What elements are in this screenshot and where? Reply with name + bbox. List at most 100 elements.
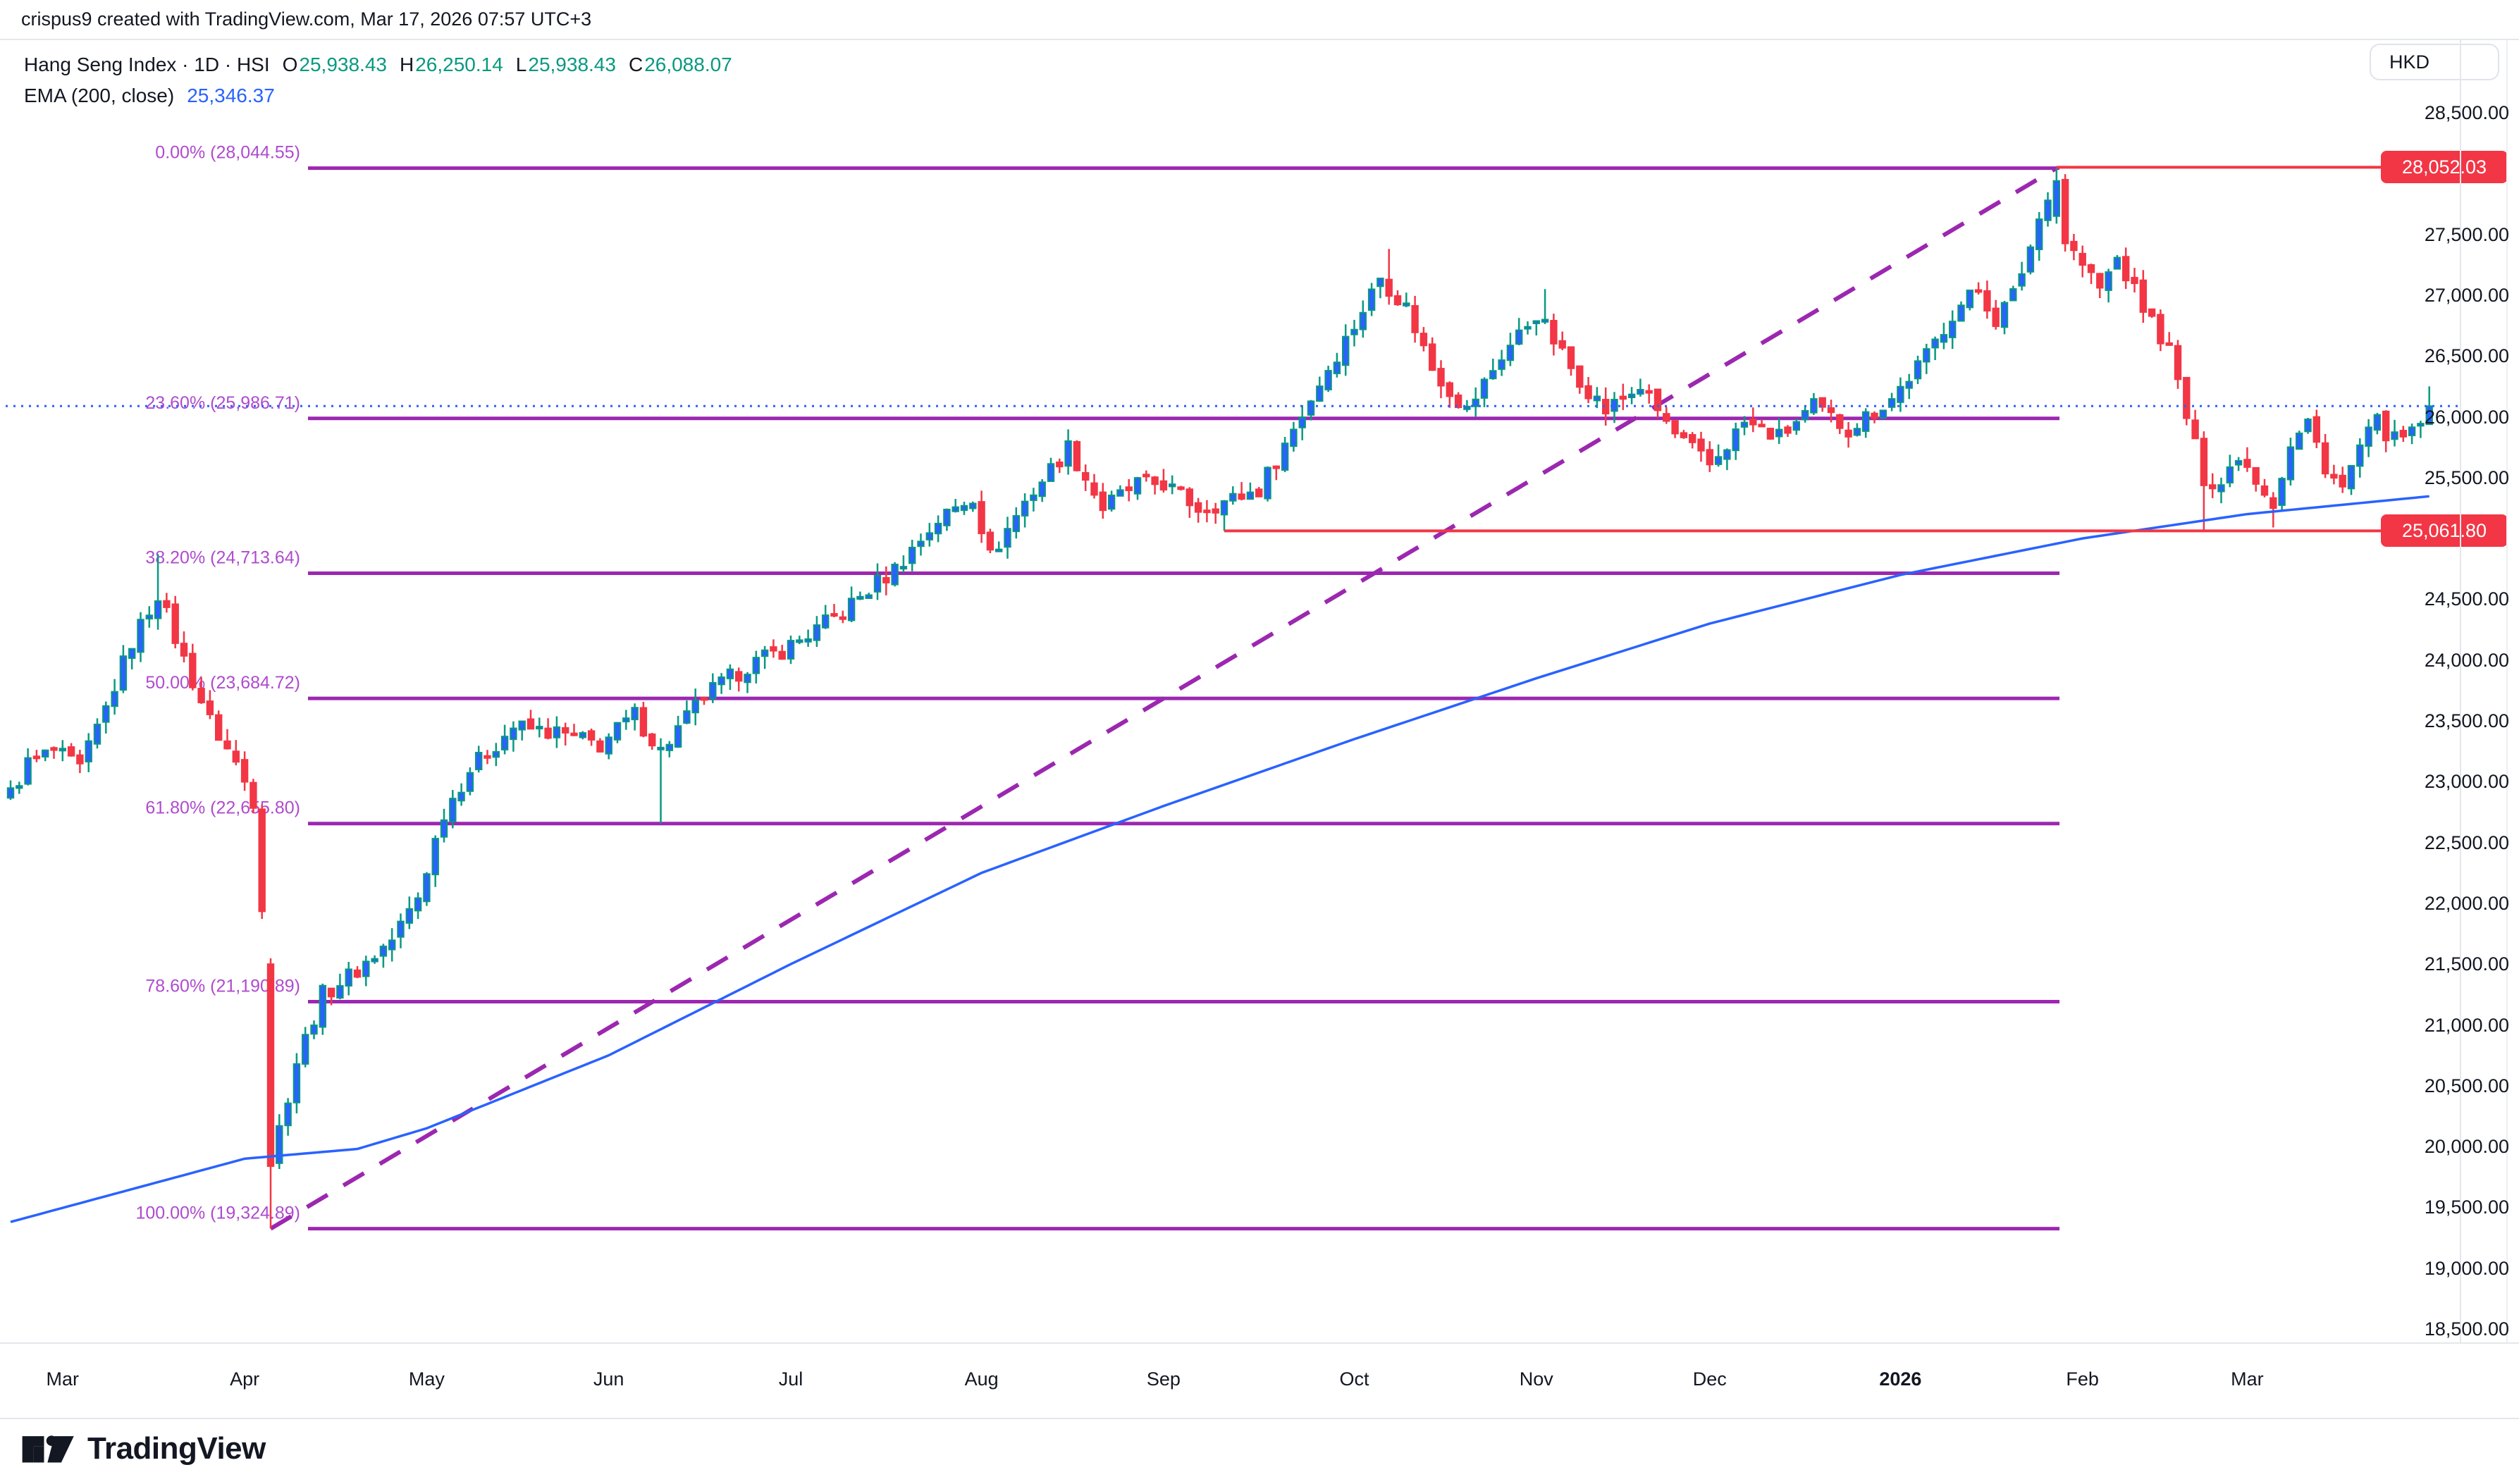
candle-body[interactable]: [2399, 430, 2408, 438]
candle-body[interactable]: [822, 614, 830, 629]
candle-body[interactable]: [1506, 345, 1515, 361]
candle-body[interactable]: [934, 522, 942, 535]
candle-body[interactable]: [457, 791, 465, 802]
candle-body[interactable]: [1697, 438, 1705, 452]
candle-body[interactable]: [405, 908, 413, 924]
candle-body[interactable]: [163, 600, 171, 608]
candle-body[interactable]: [1159, 480, 1168, 491]
candle-body[interactable]: [2278, 478, 2286, 506]
candle-body[interactable]: [882, 576, 890, 583]
candle-body[interactable]: [2234, 459, 2243, 466]
candle-body[interactable]: [1411, 304, 1419, 333]
candle-body[interactable]: [1489, 370, 1497, 380]
candle-body[interactable]: [2070, 240, 2078, 252]
candle-body[interactable]: [266, 963, 275, 1167]
candle-body[interactable]: [310, 1024, 318, 1035]
candle-body[interactable]: [579, 732, 586, 738]
candle-body[interactable]: [1298, 416, 1306, 428]
candle-body[interactable]: [1931, 338, 1939, 349]
candle-body[interactable]: [1974, 289, 1983, 293]
candle-body[interactable]: [484, 755, 491, 759]
candle-body[interactable]: [986, 531, 994, 551]
candle-body[interactable]: [1038, 481, 1046, 497]
candle-body[interactable]: [1021, 500, 1029, 517]
candle-body[interactable]: [1238, 493, 1245, 500]
candle-body[interactable]: [1272, 465, 1280, 469]
candle-body[interactable]: [891, 563, 899, 586]
candle-body[interactable]: [760, 649, 769, 657]
candle-body[interactable]: [735, 671, 743, 682]
candle-body[interactable]: [752, 657, 760, 674]
candle-body[interactable]: [232, 750, 240, 763]
candle-body[interactable]: [1264, 466, 1271, 500]
candle-body[interactable]: [449, 798, 457, 822]
candle-body[interactable]: [1593, 395, 1601, 402]
candle-body[interactable]: [2061, 178, 2069, 245]
candle-body[interactable]: [909, 546, 916, 564]
candle-body[interactable]: [665, 743, 673, 751]
candle-body[interactable]: [683, 710, 691, 724]
candle-body[interactable]: [1437, 368, 1445, 387]
candle-body[interactable]: [197, 688, 205, 703]
candle-body[interactable]: [1107, 494, 1116, 510]
candle-body[interactable]: [1255, 488, 1263, 497]
candle-body[interactable]: [1099, 491, 1107, 512]
candle-body[interactable]: [544, 727, 552, 739]
candle-body[interactable]: [2148, 308, 2156, 317]
candle-body[interactable]: [431, 838, 439, 876]
candle-body[interactable]: [726, 668, 734, 679]
candle-body[interactable]: [440, 819, 448, 838]
candle-body[interactable]: [345, 968, 352, 987]
candle-body[interactable]: [189, 653, 197, 688]
candles-layer[interactable]: [6, 168, 2433, 1229]
candle-body[interactable]: [553, 726, 561, 738]
candle-body[interactable]: [42, 749, 49, 758]
candle-body[interactable]: [119, 655, 128, 691]
candle-body[interactable]: [2183, 376, 2191, 419]
candle-body[interactable]: [1472, 398, 1479, 407]
candle-body[interactable]: [1116, 489, 1124, 497]
candle-body[interactable]: [67, 746, 75, 757]
candle-body[interactable]: [1784, 426, 1792, 434]
candle-body[interactable]: [1706, 449, 1714, 466]
candle-body[interactable]: [587, 730, 596, 741]
candle-body[interactable]: [500, 736, 509, 750]
candle-body[interactable]: [206, 700, 214, 715]
candle-body[interactable]: [1749, 419, 1757, 426]
candle-body[interactable]: [1853, 428, 1861, 436]
candle-body[interactable]: [171, 603, 179, 644]
candle-body[interactable]: [388, 939, 396, 951]
candle-body[interactable]: [379, 946, 388, 957]
candle-body[interactable]: [804, 638, 812, 643]
candle-body[interactable]: [2105, 271, 2112, 291]
candle-body[interactable]: [1966, 289, 1974, 309]
candle-body[interactable]: [562, 726, 569, 734]
candle-body[interactable]: [639, 707, 648, 737]
ema-200-line[interactable]: [10, 495, 2429, 1223]
candle-body[interactable]: [1376, 278, 1384, 287]
candle-body[interactable]: [518, 720, 526, 731]
candle-body[interactable]: [2321, 442, 2329, 475]
candle-body[interactable]: [2052, 180, 2061, 217]
ema-legend[interactable]: EMA (200, close) 25,346.37: [24, 85, 275, 107]
candle-body[interactable]: [1957, 304, 1965, 322]
candle-body[interactable]: [1541, 319, 1549, 323]
candle-body[interactable]: [2365, 426, 2372, 447]
candle-body[interactable]: [1030, 494, 1037, 501]
candle-body[interactable]: [2009, 288, 2017, 302]
candle-body[interactable]: [1689, 433, 1696, 443]
candle-body[interactable]: [605, 736, 612, 755]
candle-body[interactable]: [674, 725, 682, 748]
candle-body[interactable]: [223, 740, 231, 750]
candle-body[interactable]: [2044, 199, 2052, 221]
candle-body[interactable]: [2157, 314, 2164, 345]
candle-body[interactable]: [969, 502, 977, 509]
candle-body[interactable]: [856, 595, 864, 600]
candle-body[interactable]: [1732, 428, 1739, 452]
candle-body[interactable]: [1905, 381, 1913, 389]
candle-body[interactable]: [960, 505, 968, 512]
candle-body[interactable]: [1143, 474, 1150, 478]
time-axis-separator[interactable]: [0, 1342, 2519, 1344]
candle-body[interactable]: [1871, 412, 1878, 419]
